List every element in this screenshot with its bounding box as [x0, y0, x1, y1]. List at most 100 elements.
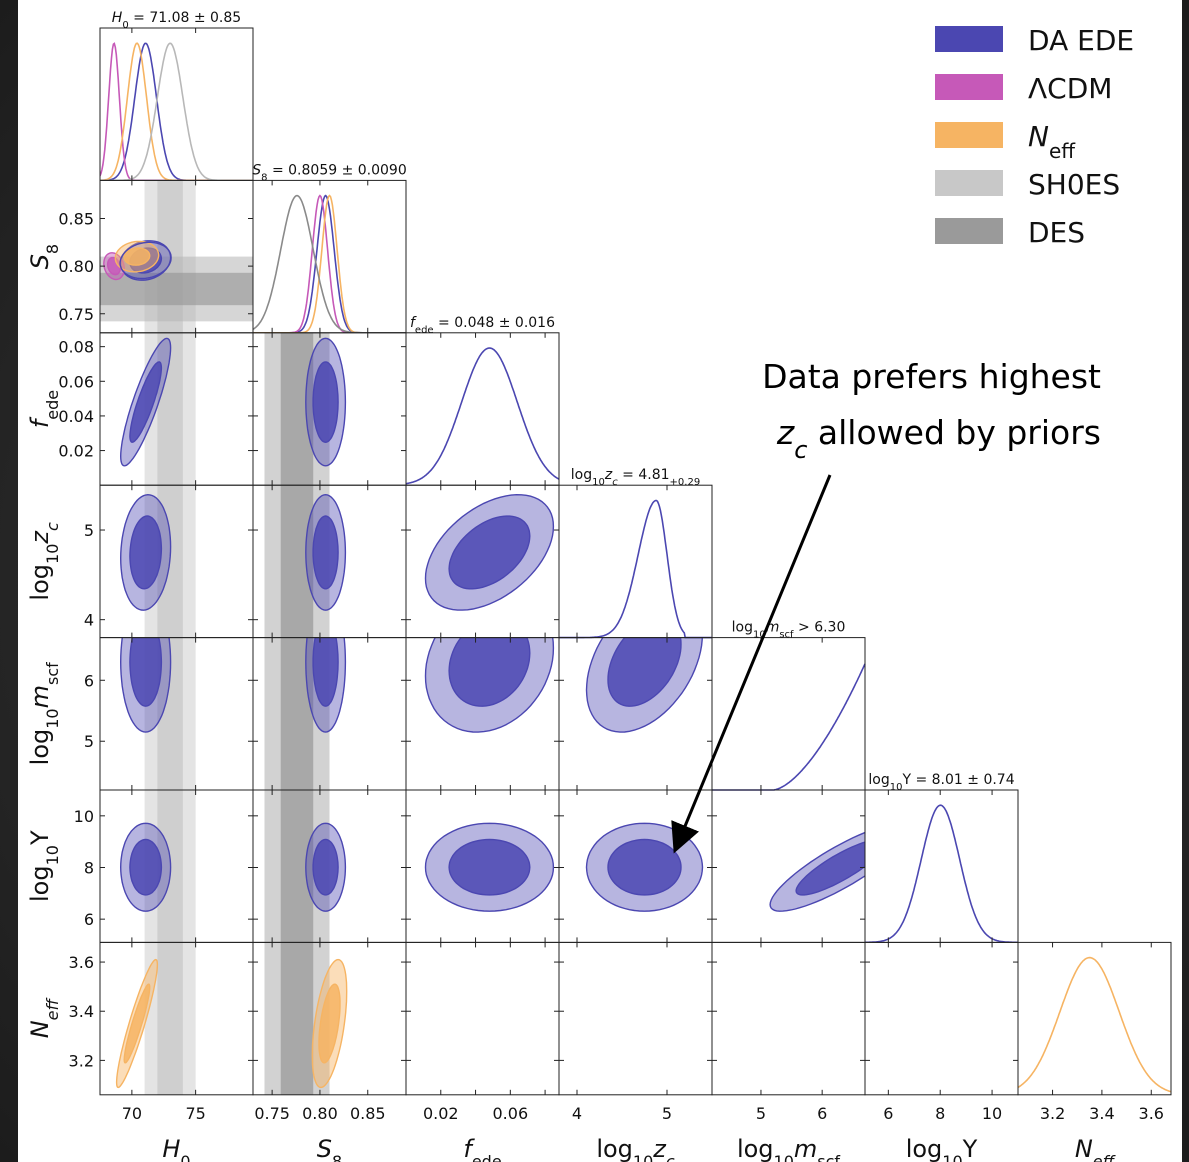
label-part: 10: [942, 1151, 962, 1162]
panel-frame-S8-S8: [252, 179, 407, 334]
xlabel-S8-text: S8: [317, 1135, 342, 1162]
ytick-label-logmscf: 5: [84, 732, 94, 751]
legend-label-1: ΛCDM: [1028, 72, 1112, 105]
contour-1sigma-fede-logmscf: [448, 637, 531, 707]
des-band-1sigma: [280, 637, 314, 790]
title-part: S: [252, 162, 261, 178]
legend-label-0: DA EDE: [1028, 24, 1134, 57]
label-part: 10: [43, 708, 62, 728]
label-part: 8: [332, 1151, 342, 1162]
panel-frame-fede-Neff: [405, 941, 560, 1096]
ytick-label-S8: 0.80: [58, 257, 94, 276]
label-part: m: [794, 1135, 817, 1162]
label-part: log: [26, 564, 54, 601]
panel-frame-logY-Neff: [864, 941, 1019, 1096]
title-part: = 8.01 ± 0.74: [911, 772, 1015, 788]
diag-title-fede: fede = 0.048 ± 0.016: [410, 315, 555, 336]
ylabel-logmscf-text: log10mscf: [26, 662, 62, 765]
label-part: c: [666, 1151, 675, 1162]
xtick-label-logY: 10: [982, 1104, 1002, 1123]
title-part: c: [612, 477, 618, 488]
xlabel-H0: H0: [162, 1135, 190, 1162]
xlabel-Neff: Neff: [1075, 1135, 1117, 1162]
shoes-band-col0-row6: [144, 942, 196, 1095]
ytick-label-fede: 0.08: [58, 338, 94, 357]
annotation-var-sub: c: [794, 436, 807, 464]
label-part: scf: [43, 662, 62, 685]
ylabel-logzc: log10zc: [26, 522, 62, 601]
contour-1sigma-logmscf-logY: [795, 841, 865, 896]
ytick-label-Neff: 3.4: [69, 1002, 94, 1021]
shoes-band-1sigma: [157, 942, 183, 1095]
legend-label-part: eff: [1049, 139, 1076, 163]
ytick-label-Neff: 3.6: [69, 953, 94, 972]
annotation-arrow: [671, 474, 832, 854]
ytick-label-Neff: 3.2: [69, 1051, 94, 1070]
ylabel-logY: log10Y: [26, 830, 62, 902]
ylabel-Neff-text: Neff: [26, 996, 62, 1038]
label-part: Y: [962, 1135, 978, 1162]
title-part: f: [410, 315, 417, 331]
xtick-label-Neff: 3.4: [1089, 1104, 1114, 1123]
label-part: c: [43, 522, 62, 531]
des-band-1sigma: [280, 790, 314, 943]
annotation-line2: zc allowed by priors: [776, 413, 1101, 464]
diag-title-H0: H0 = 71.08 ± 0.85: [112, 10, 241, 31]
legend-label-2: Neff: [1028, 120, 1076, 163]
xtick-label-Neff: 3.6: [1139, 1104, 1164, 1123]
legend-label-3: SH0ES: [1028, 168, 1120, 201]
title-part: > 6.30: [794, 620, 846, 636]
contour-1sigma-neff-S8-Neff: [318, 983, 341, 1064]
xtick-label-logzc: 5: [662, 1104, 672, 1123]
label-part: 10: [43, 845, 62, 865]
title-part: = 0.8059 ± 0.0090: [268, 162, 407, 178]
annotation-line1: Data prefers highest: [762, 357, 1101, 396]
legend-swatch-0: [935, 26, 1003, 52]
panel-frame-logzc-logzc: [558, 484, 713, 639]
ytick-label-S8: 0.85: [58, 210, 94, 229]
title-part: ede: [415, 324, 434, 335]
des-band-col1-row6: [264, 942, 330, 1095]
contour-1sigma-H0-logzc: [129, 515, 163, 590]
label-part: z: [652, 1135, 667, 1162]
contour-1sigma-S8-logzc: [312, 515, 339, 590]
xtick-label-logY: 8: [935, 1104, 945, 1123]
legend-swatch-2: [935, 122, 1003, 148]
xlabel-S8: S8: [317, 1135, 342, 1162]
label-part: 10: [774, 1151, 794, 1162]
label-part: eff: [43, 996, 62, 1020]
cross-bands-H0-S8: [100, 180, 253, 333]
contour-1sigma-lcdm-H0-S8: [106, 256, 122, 276]
xtick-label-logmscf: 6: [817, 1104, 827, 1123]
ytick-label-logY: 8: [84, 858, 94, 877]
label-part: z: [26, 530, 54, 545]
xlabel-logY: log10Y: [906, 1135, 978, 1162]
xlabel-logmscf: log10mscf: [737, 1135, 840, 1162]
panel-frame-logzc-Neff: [558, 941, 713, 1096]
diag-title-logY: log10Y = 8.01 ± 0.74: [868, 772, 1014, 793]
des-band-col1-row2: [264, 332, 330, 486]
title-part: z: [604, 467, 613, 483]
legend-swatch-4: [935, 218, 1003, 244]
posterior-H0-DA EDE: [100, 42, 253, 181]
ylabel-S8: S8: [26, 244, 62, 269]
ylabel-logY-text: log10Y: [26, 830, 62, 902]
ytick-label-logY: 6: [84, 910, 94, 929]
ytick-label-logzc: 4: [84, 611, 94, 630]
ytick-label-S8: 0.75: [58, 305, 94, 324]
title-part: log: [732, 620, 753, 636]
ytick-label-logzc: 5: [84, 521, 94, 540]
ytick-label-fede: 0.02: [58, 442, 94, 461]
xtick-label-S8: 0.80: [302, 1104, 338, 1123]
xtick-label-S8: 0.75: [254, 1104, 290, 1123]
posterior-logY: [865, 804, 1018, 943]
annotation-rest: allowed by priors: [807, 413, 1101, 452]
chart-canvas: 70 75 0.75 0.80 0.85 0.02 0.06 4 5 5 6 6 8 10 3.2 3.4 3.…: [18, 0, 1182, 1162]
des-band-1sigma: [100, 272, 253, 306]
posterior-S8-ΛCDM: [253, 194, 406, 333]
ytick-label-logmscf: 6: [84, 671, 94, 690]
legend-swatch-3: [935, 170, 1003, 196]
xtick-label-H0: 75: [185, 1104, 205, 1123]
ylabel-S8-text: S8: [26, 244, 62, 269]
label-part: Y: [26, 830, 54, 846]
